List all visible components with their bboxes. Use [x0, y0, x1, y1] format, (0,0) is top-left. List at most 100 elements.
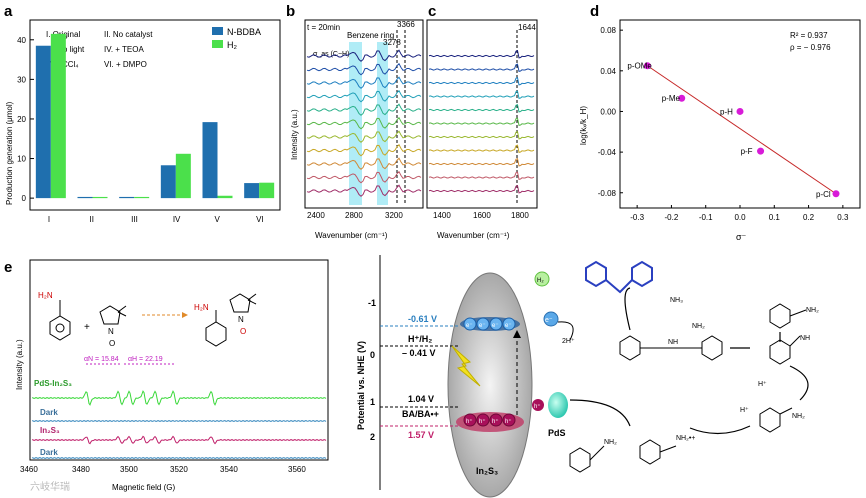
- f-tick-m1: -1: [368, 298, 376, 308]
- nh3-label: NH₃: [670, 297, 683, 304]
- mol-nh2-2: H₂N: [194, 303, 209, 312]
- point-p-OMe: [643, 62, 651, 70]
- hole-out: [532, 399, 544, 411]
- hole-2: [476, 413, 490, 427]
- e-xtick-3500: 3500: [120, 465, 138, 474]
- panel-a: a I. Original II. No catalyst III. No li…: [0, 0, 285, 240]
- ah-label: αH = 22.19: [128, 356, 163, 363]
- d-xtick-0.0: 0.0: [734, 213, 746, 222]
- hplus-2: H⁺: [740, 407, 749, 414]
- f-tick-0: 0: [370, 350, 375, 360]
- b-trace-1: [306, 49, 422, 62]
- bottom-nh2-label: NH₂: [604, 439, 617, 446]
- legend-bdba: N-BDBA: [227, 27, 261, 37]
- c-trace-8: [428, 144, 535, 154]
- imine-intermediate: [769, 335, 801, 365]
- bar-NBDBA-III: [119, 196, 135, 199]
- ba-label: BA/BA•+: [402, 409, 439, 419]
- nh-label: NH: [668, 339, 678, 346]
- panel-d-xlabel: σ⁻: [736, 232, 747, 242]
- a-xtick-II: II: [90, 215, 94, 224]
- hole-out-label: h⁺: [534, 403, 541, 410]
- b-xtick-3200: 3200: [385, 211, 403, 220]
- bar-H-V: [217, 195, 233, 199]
- point-label-p-F: p-F: [741, 147, 753, 156]
- e-xtick-3540: 3540: [220, 465, 238, 474]
- c-trace-4: [428, 90, 535, 100]
- panel-d-chart: d R² = 0.937 ρ = − 0.976 log(kₓ/k_H) σ⁻ …: [579, 3, 861, 242]
- trace-in2s3: In₂S₃: [40, 426, 60, 435]
- panel-f-diagram: f Potential vs. NHE (V) -1 0 1 2 e⁻e⁻e⁻e…: [316, 255, 819, 498]
- panel-b: b t = 20min σ_as (C−H) Benzene ring 3366…: [285, 0, 425, 250]
- b-trace-2: [306, 62, 422, 76]
- hole-4: [502, 413, 516, 427]
- reaction-arrowhead: [182, 312, 188, 318]
- d-xtick--0.3: -0.3: [630, 213, 644, 222]
- aminal-intermediate: [619, 335, 723, 361]
- b-xtick-2800: 2800: [345, 211, 363, 220]
- a-ytick-30: 30: [17, 75, 26, 84]
- benzylamine-top: [769, 303, 807, 329]
- cation-radical: [639, 439, 677, 465]
- mol-nh2-1: H₂N: [38, 291, 53, 300]
- legend-swatch-h2: [212, 40, 223, 48]
- c-trace-2: [428, 63, 535, 73]
- a-ytick-0: 0: [22, 194, 27, 203]
- epr-pds-in2s3: [31, 390, 327, 406]
- electron-out-label: e⁻: [545, 317, 553, 324]
- b-xtick-2400: 2400: [307, 211, 325, 220]
- oxidation-arrow-2: [789, 365, 809, 401]
- a-ytick-20: 20: [17, 115, 26, 124]
- panel-a-chart: a I. Original II. No catalyst III. No li…: [4, 3, 281, 224]
- panel-e-frame: [29, 259, 329, 461]
- point-p-H: [736, 107, 744, 115]
- hole-1: [463, 413, 477, 427]
- imine-nh-label: NH: [800, 335, 810, 342]
- legend-h2: H₂: [227, 40, 237, 50]
- c-xtick-1600: 1600: [473, 211, 491, 220]
- hh2v-label: – 0.41 V: [402, 348, 436, 358]
- bar-NBDBA-VI: [244, 183, 260, 199]
- c-trace-10: [428, 171, 535, 181]
- epr-dark-1: [31, 420, 327, 422]
- trace-pds-in2s3: PdS-In₂S₃: [34, 379, 72, 388]
- h2-label: H₂: [537, 278, 544, 284]
- panel-b-chart: b t = 20min σ_as (C−H) Benzene ring 3366…: [286, 3, 424, 240]
- b-trace-8: [306, 143, 422, 157]
- d-ytick-0.08: 0.08: [600, 26, 616, 35]
- a-xtick-VI: VI: [256, 215, 264, 224]
- electron-label-3: e⁻: [492, 323, 499, 329]
- c-trace-11: [428, 185, 535, 194]
- adduct-molecule: H₂N N O: [194, 293, 257, 347]
- c-trace-7: [428, 131, 535, 140]
- watermark: 六岐华瑞: [30, 480, 70, 493]
- ch-label: σ_as (C−H): [313, 51, 349, 58]
- d-xtick-0.2: 0.2: [803, 213, 815, 222]
- d-ytick-0.00: 0.00: [600, 107, 616, 116]
- panel-c-chart: c 1644 1400 1600 1800 Wavenumber (cm⁻¹): [426, 3, 538, 240]
- panel-c-xlabel: Wavenumber (cm⁻¹): [437, 231, 510, 240]
- top-nh2-label: NH₂: [806, 307, 819, 314]
- bar-NBDBA-V: [202, 122, 218, 199]
- d-xtick--0.2: -0.2: [665, 213, 679, 222]
- electron-4: [502, 317, 516, 331]
- f-tick-1: 1: [370, 397, 375, 407]
- trace-dark-2: Dark: [40, 448, 58, 457]
- e-xtick-3460: 3460: [20, 465, 38, 474]
- panel-e-chart: e H₂N + N O H₂N N O αN = 15.8: [4, 259, 329, 493]
- semi-label: In₂S₃: [476, 466, 498, 476]
- d-ytick-0.04: 0.04: [600, 67, 616, 76]
- c-trace-5: [428, 104, 535, 113]
- panel-b-ylabel: Intensity (a.u.): [290, 109, 299, 160]
- c-trace-9: [428, 158, 535, 167]
- mol-o-1: O: [109, 339, 115, 348]
- b-trace-10: [306, 170, 422, 184]
- e-xtick-3560: 3560: [288, 465, 306, 474]
- hole-label-3: h⁺: [492, 418, 499, 425]
- cond-6: VI. + DMPO: [104, 60, 147, 69]
- hole-label-1: h⁺: [466, 418, 473, 425]
- bar-H-IV: [175, 153, 191, 199]
- panel-e: e H₂N + N O H₂N N O αN = 15.8: [0, 250, 330, 498]
- a-ytick-10: 10: [17, 155, 26, 164]
- a-xtick-V: V: [215, 215, 221, 224]
